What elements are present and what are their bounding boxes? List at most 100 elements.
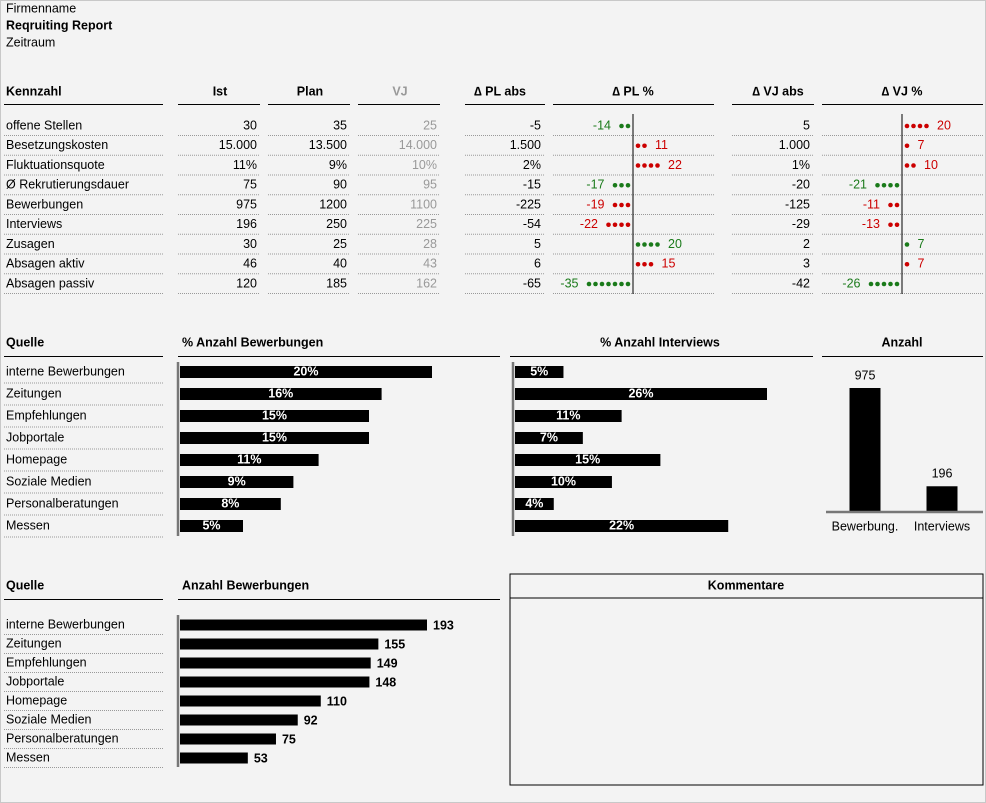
- bar-label: 11%: [556, 408, 580, 422]
- bar: [180, 695, 321, 707]
- delta-dot: [642, 143, 647, 149]
- cell: 196: [236, 217, 257, 231]
- bar: [515, 388, 767, 400]
- delta-dot: [888, 182, 893, 188]
- bar-label: 9%: [228, 474, 246, 488]
- bar: [180, 714, 298, 726]
- chart-title: % Anzahl Interviews: [600, 335, 720, 349]
- row-label: Zeitungen: [6, 636, 62, 650]
- cell: 250: [326, 217, 347, 231]
- delta-dot: [642, 242, 647, 247]
- value-label: 193: [433, 618, 454, 632]
- delta-dot: [635, 163, 641, 168]
- cell: 975: [236, 197, 257, 211]
- bar: [180, 410, 369, 422]
- value-label: 196: [932, 467, 953, 481]
- comments-box: [509, 573, 984, 786]
- cell: 120: [236, 276, 257, 290]
- cell: 25: [333, 237, 347, 251]
- value-label: 155: [384, 637, 405, 651]
- row-label: Besetzungskosten: [6, 138, 108, 152]
- period: Zeitraum: [6, 35, 55, 49]
- row-label: offene Stellen: [6, 118, 82, 132]
- bar: [926, 486, 958, 511]
- row-label: Personalberatungen: [6, 731, 119, 745]
- value-label: 149: [377, 656, 398, 670]
- delta-dot: [904, 163, 910, 168]
- delta-dot: [635, 261, 641, 267]
- delta-dot: [619, 202, 624, 208]
- value-label: 53: [254, 751, 268, 765]
- row-label: Empfehlungen: [6, 408, 87, 422]
- bar-label: 5%: [530, 364, 548, 378]
- cell: -125: [785, 197, 810, 211]
- delta-label: -17: [586, 178, 604, 192]
- delta-label: 15: [662, 257, 676, 271]
- bar-label: 10%: [551, 474, 576, 488]
- value-label: 75: [282, 732, 296, 746]
- bar-label: 11%: [237, 452, 261, 466]
- delta-label: -14: [593, 118, 611, 132]
- bar-label: 7%: [540, 430, 558, 444]
- bar: [849, 388, 881, 511]
- delta-dot: [868, 281, 874, 287]
- bar: [515, 410, 622, 422]
- cell: 1.500: [510, 138, 541, 152]
- column-header: ∆ PL abs: [474, 84, 526, 98]
- value-label: 110: [327, 694, 347, 708]
- row-label: Jobportale: [6, 430, 64, 444]
- delta-label: -13: [862, 217, 880, 231]
- column-header: Ist: [213, 84, 228, 98]
- row-label: Soziale Medien: [6, 712, 92, 726]
- row-label: Absagen passiv: [6, 276, 95, 290]
- cell: 3: [803, 257, 810, 271]
- delta-dot: [619, 182, 624, 188]
- row-label: interne Bewerbungen: [6, 617, 125, 631]
- delta-label: 10: [924, 158, 938, 172]
- delta-dot: [619, 222, 624, 228]
- delta-dot: [924, 123, 929, 129]
- cell: -42: [792, 276, 810, 290]
- cell: 1200: [319, 197, 347, 211]
- cell: 1%: [792, 158, 810, 172]
- cell: 90: [333, 178, 347, 192]
- bar: [180, 733, 276, 745]
- cell: 1.000: [779, 138, 810, 152]
- column-header: Plan: [297, 84, 323, 98]
- delta-label: -22: [580, 217, 598, 231]
- delta-dot: [904, 143, 910, 149]
- cell: 30: [243, 118, 257, 132]
- row-label: Homepage: [6, 693, 67, 707]
- cell: 28: [423, 237, 437, 251]
- comments-title: Kommentare: [708, 578, 784, 592]
- row-label: Soziale Medien: [6, 474, 92, 488]
- row-label: Interviews: [6, 217, 62, 231]
- delta-label: 22: [668, 158, 682, 172]
- cell: 13.500: [309, 138, 347, 152]
- row-label: Messen: [6, 518, 50, 532]
- delta-dot: [648, 163, 654, 168]
- cell: 95: [423, 178, 437, 192]
- cell: -65: [523, 276, 541, 290]
- chart-title: % Anzahl Bewerbungen: [182, 335, 323, 349]
- cell: -54: [523, 217, 541, 231]
- cell: 46: [243, 257, 257, 271]
- row-label: Homepage: [6, 452, 67, 466]
- delta-dot: [917, 123, 923, 129]
- delta-dot: [881, 182, 887, 188]
- row-label: Fluktuationsquote: [6, 158, 105, 172]
- row-label: Messen: [6, 750, 50, 764]
- delta-dot: [612, 281, 618, 287]
- chart-title: Anzahl: [882, 335, 923, 349]
- delta-dot: [642, 163, 647, 168]
- delta-dot: [894, 281, 900, 287]
- cell: 10%: [412, 158, 437, 172]
- delta-label: -21: [849, 178, 867, 192]
- row-label: interne Bewerbungen: [6, 364, 125, 378]
- column-header: ∆ VJ %: [882, 84, 923, 98]
- cell: 185: [326, 276, 347, 290]
- bar: [515, 520, 729, 532]
- bar: [180, 454, 319, 466]
